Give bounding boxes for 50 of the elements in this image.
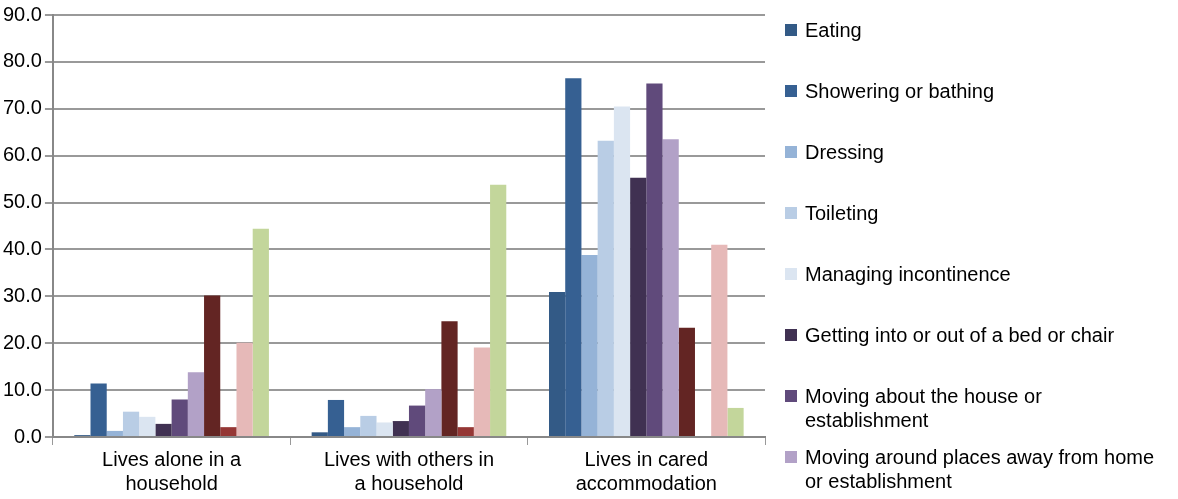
bar xyxy=(360,415,377,436)
legend-label: Dressing xyxy=(805,140,884,164)
legend-label: Moving around places away from home or establishment xyxy=(805,445,1156,493)
bar xyxy=(392,421,409,436)
bar xyxy=(662,139,679,436)
y-tick-label: 40.0 xyxy=(2,236,42,259)
bar xyxy=(630,177,647,436)
bar xyxy=(727,407,744,436)
bar xyxy=(344,427,361,436)
bar xyxy=(425,389,442,436)
x-tick-label: Lives alone in a household xyxy=(102,447,242,494)
bar xyxy=(155,423,172,436)
y-tick-label: 20.0 xyxy=(2,330,42,353)
y-tick-label: 0.0 xyxy=(14,424,42,447)
bar xyxy=(187,372,205,436)
bar xyxy=(646,83,663,436)
legend-label: Showering or bathing xyxy=(805,79,995,103)
bar xyxy=(473,347,491,436)
bar xyxy=(490,184,507,436)
legend-label: Toileting xyxy=(805,201,879,225)
x-tick-label: Lives with others in a household xyxy=(323,447,494,494)
bar xyxy=(252,228,269,436)
bar xyxy=(441,321,458,436)
bar xyxy=(171,399,188,436)
y-tick-label: 90.0 xyxy=(2,2,42,25)
legend-label: Managing incontinence xyxy=(805,262,1011,286)
bar xyxy=(408,405,426,436)
y-tick-label: 70.0 xyxy=(2,96,42,119)
x-tick-label: Lives in cared accommodation xyxy=(575,447,717,494)
bar xyxy=(236,342,253,436)
bar xyxy=(220,427,237,436)
y-tick-label: 50.0 xyxy=(2,190,42,213)
bar xyxy=(204,295,221,436)
bar xyxy=(678,327,695,436)
bar xyxy=(106,430,123,436)
bar xyxy=(711,244,728,436)
y-tick-label: 60.0 xyxy=(2,143,42,166)
bar xyxy=(581,255,598,436)
y-tick-label: 80.0 xyxy=(2,49,42,72)
legend-label: Eating xyxy=(805,18,862,42)
legend-label: Moving about the house or establishment xyxy=(805,384,1043,432)
bar xyxy=(139,416,156,436)
legend-label: Getting into or out of a bed or chair xyxy=(805,323,1115,347)
bar xyxy=(122,411,140,436)
bar xyxy=(376,422,393,436)
y-tick-label: 30.0 xyxy=(2,283,42,306)
y-tick-label: 10.0 xyxy=(2,377,42,400)
bar xyxy=(457,427,474,436)
bar xyxy=(613,106,631,436)
bar xyxy=(597,140,614,436)
